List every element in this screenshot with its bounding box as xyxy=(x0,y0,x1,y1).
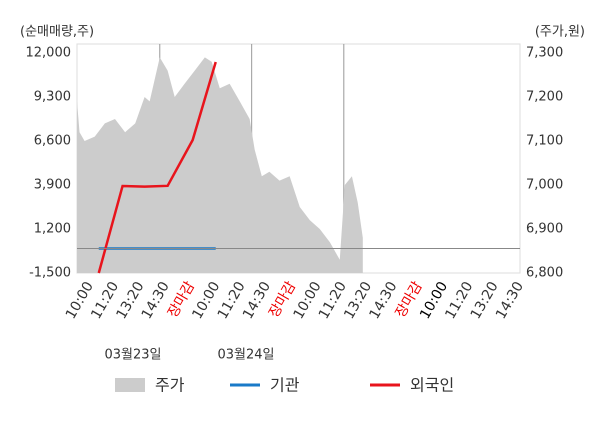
series-line xyxy=(97,61,217,274)
y2-axis-label: (주가,원) xyxy=(535,25,585,40)
date-label: 03월24일 xyxy=(217,348,274,363)
y-tick-label: 9,300 xyxy=(34,90,71,105)
y-tick-label: 12,000 xyxy=(26,46,72,61)
legend-label: 주가 xyxy=(155,376,185,395)
price-area xyxy=(77,57,363,274)
legend-label: 외국인 xyxy=(410,376,454,395)
y2-tick-label: 6,900 xyxy=(526,222,563,237)
legend-swatch xyxy=(115,378,145,392)
date-label: 03월23일 xyxy=(104,348,161,363)
y2-tick-label: 7,300 xyxy=(526,46,563,61)
y-tick-label: 3,900 xyxy=(34,178,71,193)
y2-tick-label: 7,000 xyxy=(526,178,563,193)
y2-tick-label: 6,800 xyxy=(526,266,563,281)
y-axis-label: (순매매량,주) xyxy=(20,25,94,40)
y-tick-label: 1,200 xyxy=(34,222,71,237)
y2-tick-label: 7,100 xyxy=(526,134,563,149)
y2-tick-label: 7,200 xyxy=(526,90,563,105)
y-tick-label: -1,500 xyxy=(29,266,71,281)
y-tick-label: 6,600 xyxy=(34,134,71,149)
legend-label: 기관 xyxy=(270,376,300,395)
